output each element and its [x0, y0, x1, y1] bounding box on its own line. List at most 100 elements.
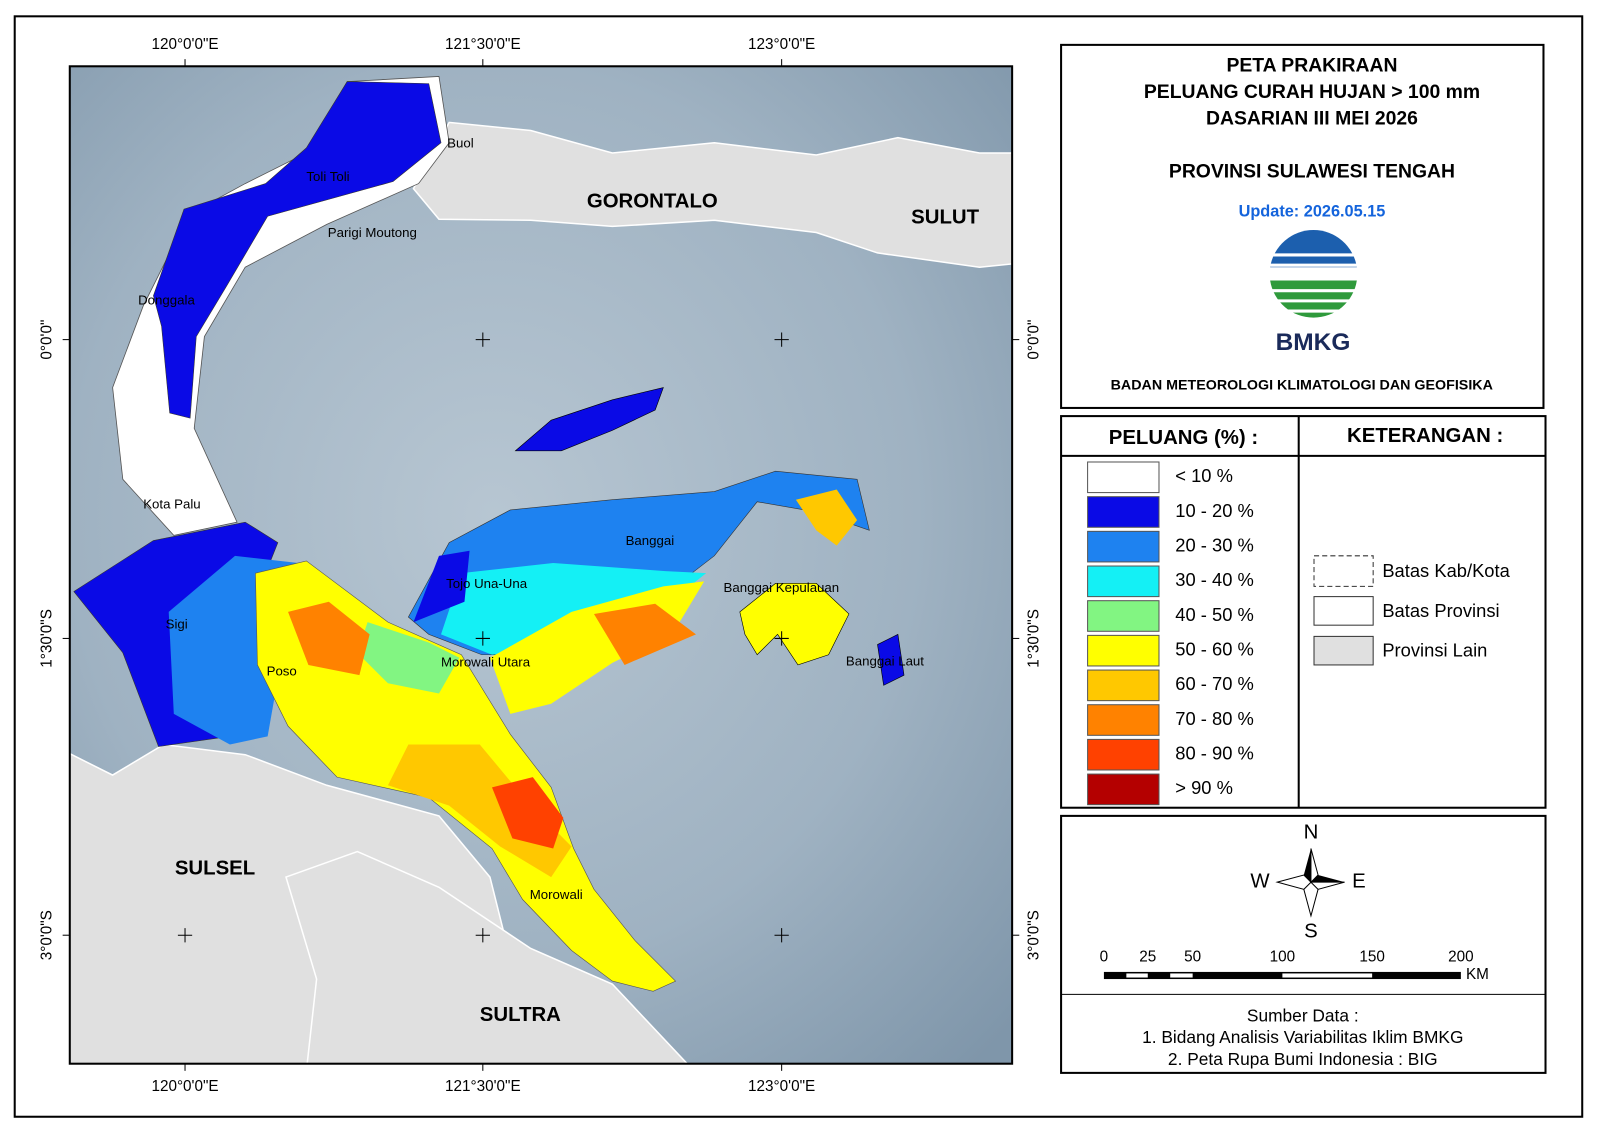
place-label: Banggai Laut	[846, 653, 924, 668]
lon-label: 120°0'0"E	[151, 36, 218, 53]
sultra-land	[285, 850, 689, 1064]
province: PROVINSI SULAWESI TENGAH	[1169, 160, 1455, 182]
region-orange-south	[387, 744, 572, 878]
note-swatch	[1313, 555, 1374, 587]
legend-swatch	[1087, 704, 1160, 736]
title-line: PETA PRAKIRAAN	[1226, 54, 1397, 76]
scale-label: 200	[1448, 949, 1474, 966]
scale-label: 50	[1184, 949, 1201, 966]
update: Update: 2026.05.15	[1239, 202, 1386, 220]
lat-label: 0°0'0"	[1026, 320, 1043, 360]
place-label: Parigi Moutong	[328, 225, 417, 240]
lon-label: 123°0'0"E	[748, 1078, 815, 1095]
legend-label: < 10 %	[1175, 465, 1233, 486]
place-label: SULSEL	[175, 857, 255, 879]
compass-label: W	[1250, 871, 1270, 893]
legend-swatch	[1087, 669, 1160, 702]
compass-label: E	[1352, 871, 1366, 893]
place-label: GORONTALO	[587, 190, 718, 212]
note-swatch	[1313, 596, 1374, 626]
region-banggai-laut	[877, 633, 905, 686]
place-labels: Buol Toli Toli GORONTALO SULUT Parigi Mo…	[138, 135, 980, 1026]
source-title: Sumber Data :	[1247, 1005, 1359, 1025]
legend-title: PELUANG (%) :	[1109, 427, 1258, 449]
place-label: Toli Toli	[306, 169, 349, 184]
note-label: Batas Kab/Kota	[1382, 560, 1510, 581]
region-green-south	[357, 622, 460, 694]
region-red-south	[492, 777, 564, 849]
scale-bar	[1103, 971, 1461, 980]
region-blue-north	[153, 81, 442, 419]
gorontalo-land	[412, 121, 1013, 268]
place-label: Kota Palu	[143, 496, 200, 511]
legend-label: 70 - 80 %	[1175, 708, 1254, 729]
place-label: Donggala	[138, 292, 195, 307]
legend-swatch	[1087, 738, 1160, 771]
legend-swatch	[1087, 565, 1160, 598]
graticule	[177, 332, 789, 943]
region-orange-east	[593, 603, 696, 665]
bmkg-logo: BMKG	[1270, 230, 1357, 356]
legend-label: 30 - 40 %	[1175, 569, 1254, 590]
place-label: SULUT	[911, 207, 979, 229]
note-label: Batas Provinsi	[1382, 600, 1499, 621]
legend-label: 40 - 50 %	[1175, 604, 1254, 625]
title-line: DASARIAN III MEI 2026	[1206, 107, 1418, 129]
scale-label: 25	[1139, 949, 1156, 966]
legend-swatch	[1087, 634, 1160, 667]
region-orange-poso	[288, 601, 370, 676]
place-label: Sigi	[166, 617, 188, 632]
place-label: Banggai Kepulauan	[724, 580, 840, 595]
place-label: SULTRA	[480, 1004, 561, 1026]
compass: N W E S	[1250, 822, 1365, 943]
title: PETA PRAKIRAAN PELUANG CURAH HUJAN > 100…	[1144, 54, 1480, 220]
region-cyan-east	[441, 562, 707, 655]
info-panel	[1060, 814, 1547, 1074]
scale-label: 0	[1100, 949, 1109, 966]
legend-label: 10 - 20 %	[1175, 500, 1254, 521]
place-label: Morowali Utara	[441, 654, 531, 669]
agency: BADAN METEOROLOGI KLIMATOLOGI DAN GEOFIS…	[1111, 377, 1493, 393]
source-line: 1. Bidang Analisis Variabilitas Iklim BM…	[1142, 1027, 1463, 1047]
legend-swatch	[1087, 600, 1160, 632]
region-banggai-kep	[739, 583, 850, 666]
map: Buol Toli Toli GORONTALO SULUT Parigi Mo…	[69, 66, 1013, 1064]
source: Sumber Data : 1. Bidang Analisis Variabi…	[1142, 1005, 1463, 1069]
legend-label: 60 - 70 %	[1175, 673, 1254, 694]
lat-label: 3°0'0"S	[1026, 910, 1043, 960]
compass-label: N	[1304, 822, 1319, 844]
region-togean	[514, 387, 664, 452]
legend-label: 20 - 30 %	[1175, 534, 1254, 555]
lon-label: 121°30'0"E	[445, 36, 521, 53]
legend-swatch	[1087, 496, 1160, 528]
compass-label: S	[1304, 921, 1318, 943]
legend-swatch	[1087, 461, 1160, 494]
notes-title: KETERANGAN :	[1347, 425, 1503, 447]
legend-swatch	[1087, 773, 1160, 806]
place-label: Banggai	[626, 533, 675, 548]
logo-text: BMKG	[1276, 329, 1351, 356]
title-line: PELUANG CURAH HUJAN > 100 mm	[1144, 81, 1480, 103]
scale-labels: 0 25 50 100 150 200	[1100, 949, 1474, 966]
note-label: Provinsi Lain	[1382, 640, 1487, 661]
region-east-tip	[795, 489, 858, 546]
source-line: 2. Peta Rupa Bumi Indonesia : BIG	[1168, 1049, 1438, 1069]
lon-label: 121°30'0"E	[445, 1078, 521, 1095]
scale-label: 150	[1359, 949, 1385, 966]
legend: < 10 % 10 - 20 % 20 - 30 % 30 - 40 % 40 - 50…	[1087, 461, 1254, 806]
coordinate-labels: 120°0'0"E 120°0'0"E 121°30'0"E 121°30'0"E 12…	[38, 36, 1042, 1095]
legend-label: > 90 %	[1175, 777, 1233, 798]
lat-label: 0°0'0"	[38, 320, 55, 360]
sheet-border	[13, 15, 1584, 1118]
place-label: Buol	[447, 135, 474, 150]
map-frame	[68, 65, 1014, 1065]
legend-swatch	[1087, 530, 1160, 563]
lon-label: 123°0'0"E	[748, 36, 815, 53]
title-panel	[1060, 43, 1545, 409]
scale-unit: KM	[1466, 966, 1489, 983]
notes: Batas Kab/Kota Batas Provinsi Provinsi L…	[1382, 560, 1510, 661]
lat-label: 1°30'0"S	[38, 609, 55, 668]
region-dark-blue-tojo	[413, 550, 470, 623]
